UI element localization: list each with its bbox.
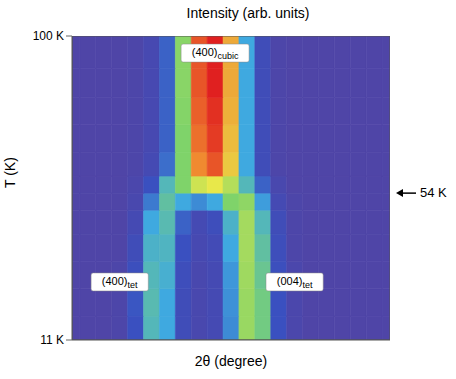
- svg-text:(400)tet: (400)tet: [102, 275, 138, 290]
- svg-text:T (K): T (K): [2, 157, 18, 188]
- svg-text:(004)tet: (004)tet: [277, 275, 313, 290]
- svg-text:2θ (degree): 2θ (degree): [195, 353, 267, 369]
- svg-text:54 K: 54 K: [420, 185, 447, 200]
- svg-text:(400)cubic: (400)cubic: [192, 46, 239, 61]
- svg-text:100 K: 100 K: [33, 29, 64, 43]
- html-text:Intensity (arb. units): Intensity (arb. units): [186, 5, 310, 21]
- svg-text:11 K: 11 K: [40, 333, 64, 347]
